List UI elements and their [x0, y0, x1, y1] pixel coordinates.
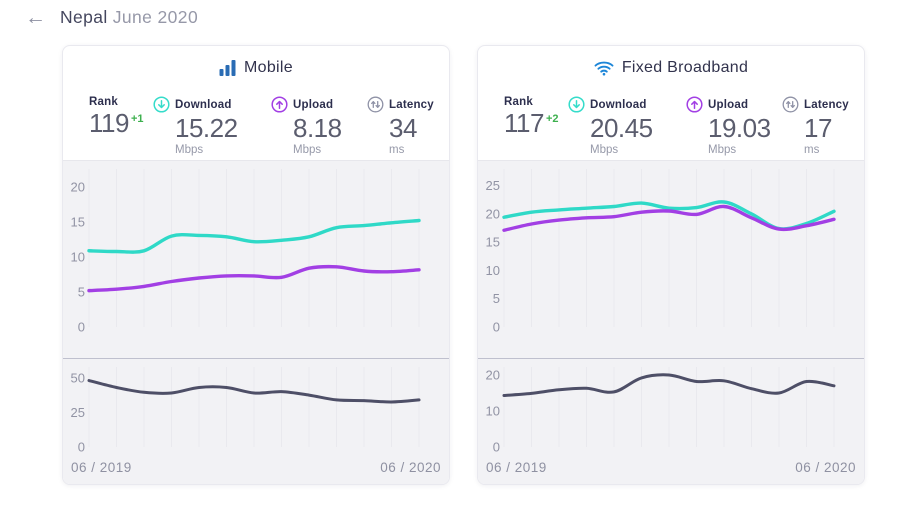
fixed-stat-latency: Latency 17 ms [782, 96, 849, 160]
download-icon [568, 96, 585, 113]
download-unit: Mbps [175, 143, 204, 156]
download-label: Download [175, 98, 232, 111]
fixed-stat-rank: Rank 117 +2 [504, 96, 568, 160]
svg-text:0: 0 [78, 440, 85, 455]
download-icon [153, 96, 170, 113]
x-axis-start-label: 06 / 2019 [486, 460, 547, 475]
page-header: ← Nepal June 2020 [25, 7, 198, 28]
upload-label: Upload [708, 98, 749, 111]
x-axis-end-label: 06 / 2020 [380, 460, 441, 475]
svg-text:10: 10 [486, 404, 500, 419]
fixed-stat-upload: Upload 19.03 Mbps [686, 96, 782, 160]
svg-text:0: 0 [78, 320, 85, 335]
upload-label: Upload [293, 98, 334, 111]
latency-label: Latency [389, 98, 434, 111]
mobile-latency-chart[interactable]: 50 25 0 [63, 359, 449, 456]
svg-text:50: 50 [71, 370, 85, 385]
svg-text:5: 5 [493, 291, 500, 306]
download-value: 20.45 [590, 113, 653, 143]
svg-text:5: 5 [78, 285, 85, 300]
fixed-x-axis-labels: 06 / 2019 06 / 2020 [478, 456, 864, 475]
rank-label: Rank [504, 96, 533, 108]
mobile-stats-row: Rank 119 +1 Download [63, 90, 449, 160]
rank-value: 119 +1 [89, 108, 144, 138]
upload-icon [686, 96, 703, 113]
upload-value: 19.03 [708, 113, 771, 143]
fixed-broadband-card: Fixed Broadband Rank 117 +2 [477, 45, 865, 485]
latency-value: 34 [389, 113, 417, 143]
fixed-speed-chart[interactable]: 25 20 15 10 5 0 [478, 161, 864, 358]
svg-text:25: 25 [486, 178, 500, 193]
latency-value: 17 [804, 113, 832, 143]
svg-text:20: 20 [486, 206, 500, 221]
svg-text:0: 0 [493, 440, 500, 455]
mobile-card: Mobile Rank 119 +1 [62, 45, 450, 485]
download-label: Download [590, 98, 647, 111]
svg-text:0: 0 [493, 320, 500, 335]
fixed-card-title-label: Fixed Broadband [621, 59, 749, 76]
download-value: 15.22 [175, 113, 238, 143]
page-title-country: Nepal [60, 7, 108, 27]
x-axis-end-label: 06 / 2020 [795, 460, 856, 475]
chart-panel-divider [63, 358, 449, 359]
back-arrow-icon[interactable]: ← [25, 6, 46, 29]
mobile-card-title-label: Mobile [244, 59, 293, 76]
download-unit: Mbps [590, 143, 619, 156]
mobile-card-title: Mobile [63, 46, 449, 90]
svg-text:25: 25 [71, 405, 85, 420]
upload-unit: Mbps [293, 143, 322, 156]
mobile-stat-rank: Rank 119 +1 [89, 96, 153, 160]
rank-delta: +1 [130, 113, 144, 125]
svg-text:15: 15 [71, 215, 85, 230]
upload-value: 8.18 [293, 113, 342, 143]
mobile-stat-download: Download 15.22 Mbps [153, 96, 271, 160]
fixed-stat-download: Download 20.45 Mbps [568, 96, 686, 160]
fixed-chart-area: 25 20 15 10 5 0 20 10 0 06 / 2019 06 / 2020 [478, 160, 864, 484]
fixed-stats-row: Rank 117 +2 Download [478, 90, 864, 160]
chart-panel-divider [478, 358, 864, 359]
mobile-chart-area: 20 15 10 5 0 50 25 0 06 / 2019 06 / 2020 [63, 160, 449, 484]
mobile-speed-chart[interactable]: 20 15 10 5 0 [63, 161, 449, 358]
latency-unit: ms [389, 143, 405, 156]
svg-text:10: 10 [486, 263, 500, 278]
mobile-signal-bars-icon [219, 60, 236, 76]
upload-unit: Mbps [708, 143, 737, 156]
rank-value: 117 +2 [504, 108, 559, 138]
mobile-stat-latency: Latency 34 ms [367, 96, 434, 160]
svg-text:15: 15 [486, 235, 500, 250]
rank-delta: +2 [545, 113, 559, 125]
upload-icon [271, 96, 288, 113]
page-title: Nepal June 2020 [60, 7, 198, 28]
fixed-card-title: Fixed Broadband [478, 46, 864, 90]
latency-icon [782, 96, 799, 113]
svg-text:20: 20 [486, 368, 500, 383]
wifi-icon [594, 60, 614, 76]
x-axis-start-label: 06 / 2019 [71, 460, 132, 475]
latency-unit: ms [804, 143, 820, 156]
svg-text:20: 20 [71, 180, 85, 195]
svg-text:10: 10 [71, 250, 85, 265]
latency-label: Latency [804, 98, 849, 111]
mobile-x-axis-labels: 06 / 2019 06 / 2020 [63, 456, 449, 475]
cards-row: Mobile Rank 119 +1 [62, 45, 865, 485]
latency-icon [367, 96, 384, 113]
fixed-latency-chart[interactable]: 20 10 0 [478, 359, 864, 456]
rank-label: Rank [89, 96, 118, 108]
mobile-stat-upload: Upload 8.18 Mbps [271, 96, 367, 160]
page-title-period: June 2020 [112, 7, 199, 27]
